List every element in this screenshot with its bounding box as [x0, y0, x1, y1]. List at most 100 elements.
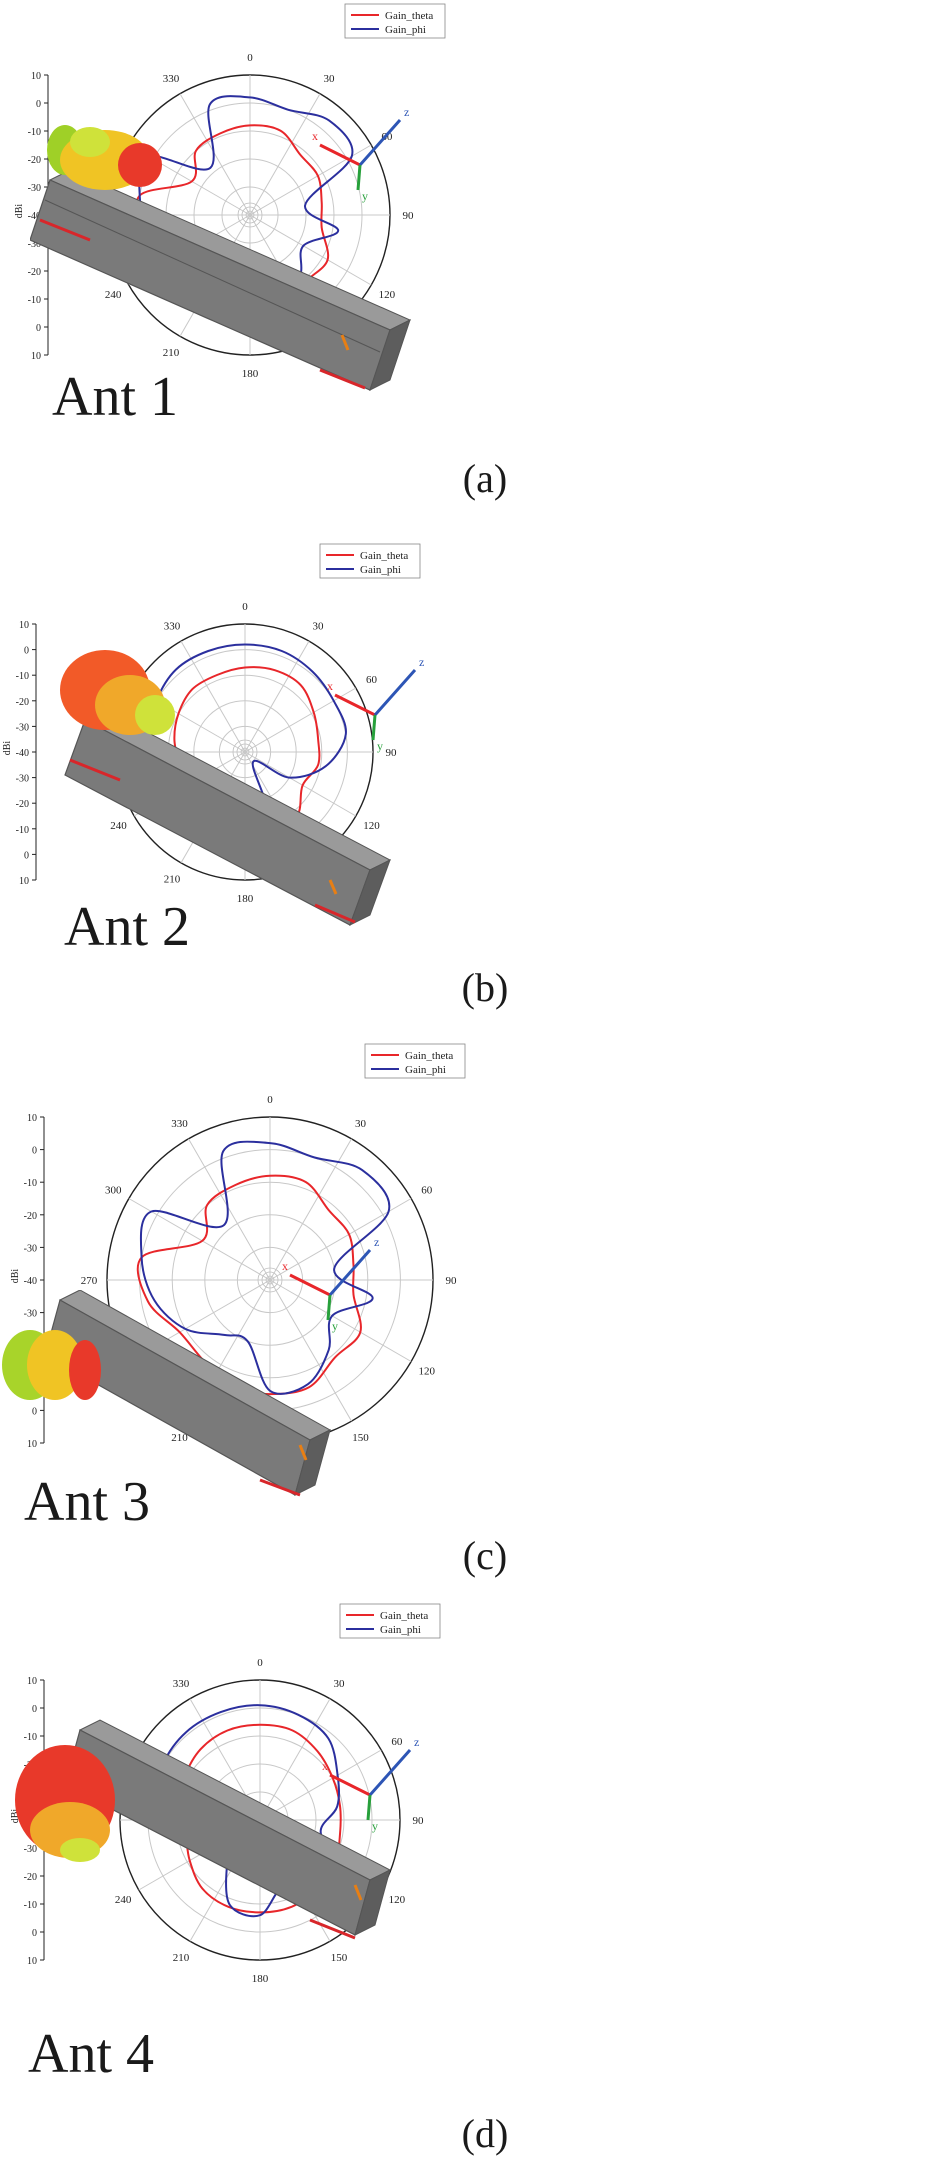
spoke	[259, 1749, 382, 1821]
radial-tick-label: -20	[16, 697, 29, 708]
legend-box	[364, 1043, 466, 1079]
angle-tick-label: 120	[379, 289, 396, 301]
angle-tick-label: 240	[110, 820, 127, 832]
radial-tick-label: 0	[36, 99, 41, 110]
antenna-3d-model	[15, 1719, 392, 1940]
radial-tick-label: 10	[27, 1956, 37, 1967]
axis-z-label: z	[374, 1235, 379, 1249]
angle-tick-label: 330	[163, 73, 180, 85]
angle-tick-label: 180	[242, 368, 259, 380]
angle-tick-label: 90	[403, 210, 415, 222]
angle-tick-label: 30	[334, 1678, 346, 1690]
spoke	[269, 1279, 412, 1362]
axis-x-label: x	[322, 1759, 328, 1773]
antenna-label: Ant 1	[52, 366, 178, 428]
radial-tick-label: -30	[16, 722, 29, 733]
angle-tick-label: 330	[164, 621, 181, 633]
radial-tick-label: 0	[36, 323, 41, 334]
legend-label: Gain_phi	[405, 1064, 446, 1076]
radial-tick-label: -40	[24, 1276, 37, 1287]
antenna-3d-model	[2, 1290, 332, 1497]
radial-tick-label: -10	[28, 127, 41, 138]
angle-tick-label: 300	[105, 1185, 122, 1197]
axis-y-label: y	[372, 1819, 378, 1833]
radial-tick-label: -30	[28, 239, 41, 250]
legend-label: Gain_phi	[380, 1624, 421, 1636]
radial-tick-label: 10	[31, 71, 41, 82]
angle-tick-label: 90	[386, 747, 398, 759]
spoke	[269, 1279, 352, 1422]
spoke	[179, 93, 251, 216]
coordinate-axes: x z y	[322, 1735, 419, 1833]
axis-x-label: x	[327, 679, 333, 693]
angle-tick-label: 180	[237, 893, 254, 905]
angle-tick-label: 30	[324, 73, 336, 85]
angle-tick-label: 60	[381, 131, 393, 143]
legend-label: Gain_phi	[360, 564, 401, 576]
angle-tick-label: 210	[164, 873, 181, 885]
axis-z-label: z	[419, 655, 424, 669]
radial-tick-label: -10	[24, 1900, 37, 1911]
radial-tick-label: 10	[27, 1676, 37, 1687]
angle-tick-label: 120	[389, 1894, 406, 1906]
radial-tick-label: 10	[19, 876, 29, 887]
legend-label: Gain_theta	[385, 10, 433, 22]
radial-tick-label: -30	[24, 1309, 37, 1320]
angle-tick-label: 330	[173, 1678, 190, 1690]
radial-tick-label: -10	[24, 1178, 37, 1189]
axis-x-label: x	[312, 129, 318, 143]
radial-tick-label: 0	[32, 1704, 37, 1715]
spoke	[249, 214, 372, 286]
angle-tick-label: 210	[173, 1952, 190, 1964]
antenna-chassis	[44, 1290, 332, 1497]
legend-box	[344, 3, 446, 39]
angle-tick-label: 0	[242, 601, 248, 613]
coordinate-axes: x z y	[327, 655, 424, 753]
legend-label: Gain_theta	[380, 1610, 428, 1622]
antenna-label: Ant 4	[28, 2023, 154, 2085]
radial-tick-label: -20	[28, 155, 41, 166]
axis-x-label: x	[282, 1259, 288, 1273]
angle-tick-label: 180	[252, 1973, 269, 1985]
axis-y-label: y	[377, 739, 383, 753]
panel-b: x z y Ant 2 0306090120150180210240270300…	[0, 540, 934, 1040]
angle-tick-label: 90	[413, 1815, 425, 1827]
legend-label: Gain_phi	[385, 24, 426, 36]
angle-tick-label: 210	[171, 1432, 188, 1444]
radial-tick-label: -40	[16, 748, 29, 759]
radial-tick-label: 0	[32, 1928, 37, 1939]
antenna-chassis	[64, 1719, 392, 1940]
angle-tick-label: 30	[355, 1118, 367, 1130]
legend: Gain_theta Gain_phi	[339, 1603, 441, 1639]
radial-tick-label: -30	[28, 183, 41, 194]
series-line-gain-phi	[139, 1140, 391, 1395]
radial-tick-label: -30	[16, 774, 29, 785]
radial-tick-label: -10	[24, 1732, 37, 1743]
radial-tick-label: 0	[32, 1406, 37, 1417]
angle-tick-label: 240	[115, 1894, 132, 1906]
radial-tick-label: -10	[16, 825, 29, 836]
legend-box	[319, 543, 421, 579]
radial-tick-label: -20	[16, 799, 29, 810]
spoke	[128, 1198, 271, 1281]
spoke	[244, 751, 357, 817]
angle-tick-label: 30	[313, 621, 325, 633]
radial-tick-label: 0	[24, 850, 29, 861]
radiation-pattern-3d	[60, 650, 175, 735]
panel-a: x z y Ant 1 0306090120150180210240270300…	[0, 0, 934, 540]
panel-c: x z y Ant 3 0306090120150180210240270300…	[0, 1040, 934, 1600]
panel-caption: (d)	[461, 2111, 509, 2156]
radial-axis-title: dBi	[14, 204, 25, 219]
radial-tick-label: 10	[27, 1439, 37, 1450]
angle-tick-label: 0	[257, 1657, 263, 1669]
antenna-3d-model	[60, 650, 392, 927]
angle-tick-label: 0	[267, 1094, 273, 1106]
radiation-pattern-3d	[15, 1745, 115, 1862]
radial-axis-title: dBi	[10, 1269, 21, 1284]
antenna-label: Ant 2	[64, 896, 190, 958]
radial-tick-label: 0	[24, 646, 29, 657]
angle-tick-label: 120	[419, 1366, 436, 1378]
radial-axis-title: dBi	[2, 741, 13, 756]
angle-tick-label: 60	[366, 674, 378, 686]
angle-tick-label: 330	[171, 1118, 188, 1130]
